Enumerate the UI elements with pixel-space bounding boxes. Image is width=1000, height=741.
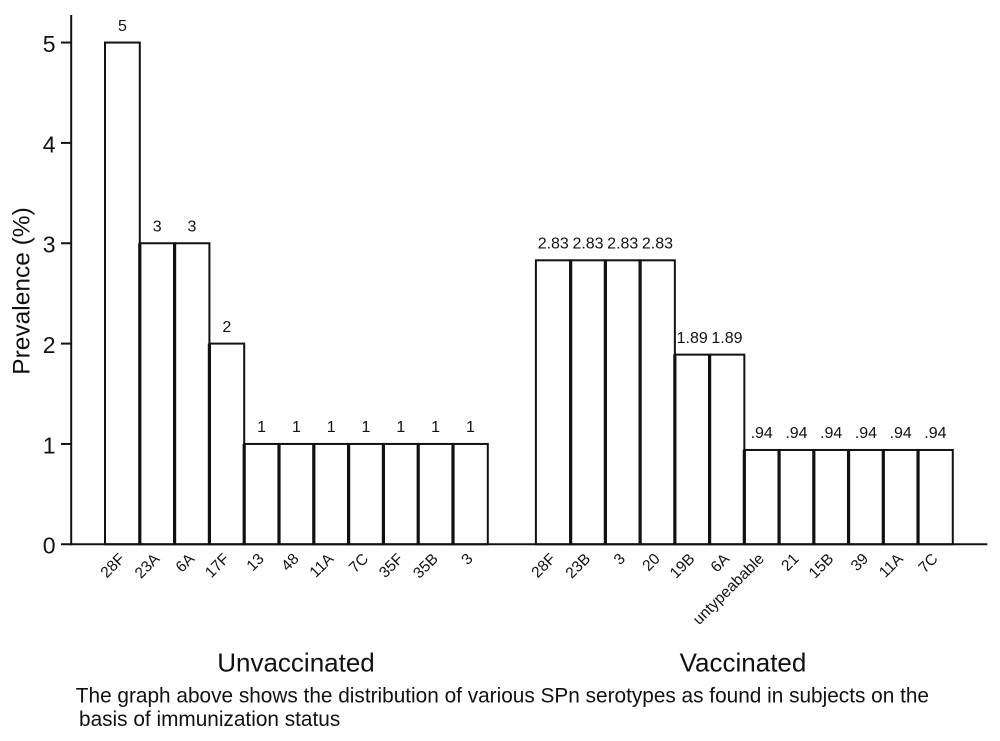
svg-text:1: 1 bbox=[362, 419, 371, 436]
svg-text:0: 0 bbox=[43, 533, 56, 559]
svg-text:1: 1 bbox=[292, 419, 301, 436]
svg-text:3: 3 bbox=[43, 232, 56, 258]
svg-text:5: 5 bbox=[118, 18, 127, 35]
svg-text:1: 1 bbox=[327, 419, 336, 436]
svg-text:1: 1 bbox=[466, 419, 475, 436]
svg-text:1: 1 bbox=[431, 419, 440, 436]
svg-text:Prevalence (%): Prevalence (%) bbox=[9, 207, 36, 374]
svg-text:Vaccinated: Vaccinated bbox=[680, 647, 807, 677]
svg-text:.94: .94 bbox=[855, 425, 877, 442]
svg-text:4: 4 bbox=[43, 131, 56, 157]
svg-text:3: 3 bbox=[153, 218, 162, 235]
svg-text:2.83: 2.83 bbox=[538, 236, 569, 253]
svg-text:2: 2 bbox=[43, 332, 56, 358]
svg-text:.94: .94 bbox=[820, 425, 842, 442]
svg-text:.94: .94 bbox=[890, 425, 912, 442]
svg-text:2.83: 2.83 bbox=[642, 236, 673, 253]
svg-text:1: 1 bbox=[396, 419, 405, 436]
svg-text:5: 5 bbox=[43, 31, 56, 57]
svg-text:.94: .94 bbox=[751, 425, 773, 442]
svg-text:1.89: 1.89 bbox=[711, 330, 742, 347]
svg-text:2.83: 2.83 bbox=[607, 236, 638, 253]
svg-text:2: 2 bbox=[222, 319, 231, 336]
svg-text:3: 3 bbox=[188, 218, 197, 235]
svg-text:.94: .94 bbox=[785, 425, 807, 442]
svg-text:1: 1 bbox=[257, 419, 266, 436]
svg-text:1.89: 1.89 bbox=[677, 330, 708, 347]
svg-text:Unvaccinated: Unvaccinated bbox=[217, 647, 375, 677]
svg-text:2.83: 2.83 bbox=[572, 236, 603, 253]
svg-text:.94: .94 bbox=[924, 425, 946, 442]
svg-text:The graph above shows the dist: The graph above shows the distribution o… bbox=[76, 685, 929, 708]
svg-text:basis of immunization status: basis of immunization status bbox=[79, 708, 340, 731]
svg-text:1: 1 bbox=[43, 432, 56, 458]
